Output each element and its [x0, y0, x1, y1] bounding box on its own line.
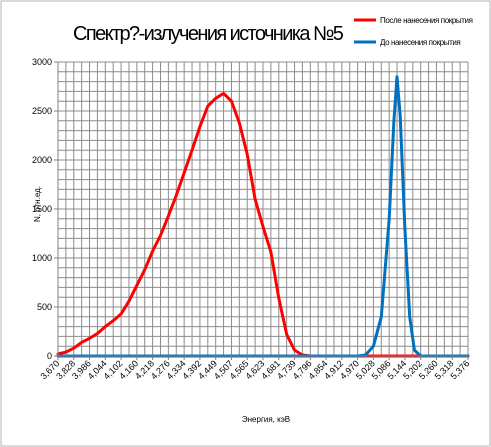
y-tick-label: 500 — [37, 302, 52, 312]
legend: После нанесения покрытия До нанесения пок… — [354, 16, 473, 47]
y-tick-label: 2000 — [32, 155, 52, 165]
y-tick-label: 0 — [47, 351, 52, 361]
y-tick-label: 3000 — [32, 57, 52, 67]
legend-label-before-coating: До нанесения покрытия — [380, 38, 460, 47]
y-axis-label: N, отн.ед. — [33, 186, 42, 222]
y-tick-label: 1000 — [32, 253, 52, 263]
x-axis-label: Энергия, кэВ — [242, 415, 290, 424]
legend-label-after-coating: После нанесения покрытия — [380, 16, 473, 25]
axes: 0500100015002000250030003,6703,8283,9864… — [32, 57, 471, 381]
y-tick-label: 2500 — [32, 106, 52, 116]
chart-title: Спектр?-излучения источника №5 — [73, 23, 344, 45]
y-tick-label: 1500 — [32, 204, 52, 214]
